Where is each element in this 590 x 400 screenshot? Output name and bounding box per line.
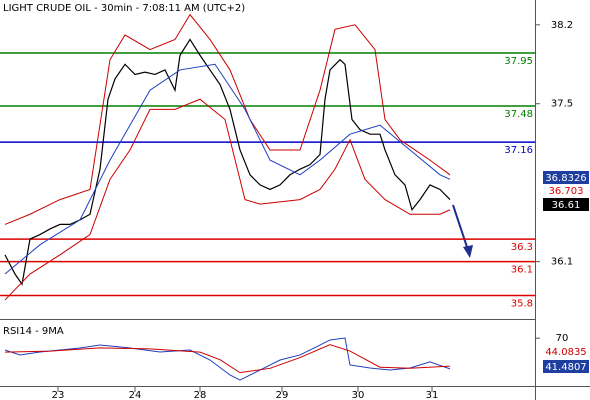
level-label: 37.48 bbox=[504, 109, 533, 120]
rsi-title: RSI14 - 9MA bbox=[3, 326, 64, 337]
y-tick-label: 37.5 bbox=[551, 99, 573, 110]
price-tag bbox=[543, 184, 589, 197]
series-line bbox=[4, 38, 451, 286]
price-tag bbox=[543, 171, 589, 184]
level-label: 36.3 bbox=[511, 242, 533, 253]
series-line bbox=[4, 337, 451, 381]
y-tick-label: 70 bbox=[556, 333, 569, 344]
x-tick-label: 24 bbox=[129, 390, 142, 400]
level-label: 37.16 bbox=[504, 145, 533, 156]
y-tick-label: 36.1 bbox=[551, 257, 573, 268]
series-line bbox=[4, 344, 451, 374]
series-line bbox=[4, 13, 451, 225]
forecast-arrow bbox=[452, 204, 473, 258]
price-tag-label: 36.703 bbox=[549, 186, 584, 197]
x-tick-label: 23 bbox=[52, 390, 65, 400]
x-tick-label: 31 bbox=[426, 390, 439, 400]
series-line bbox=[4, 98, 451, 301]
level-label: 36.1 bbox=[511, 265, 533, 276]
price-tag-label: 36.8326 bbox=[545, 173, 586, 184]
series-line bbox=[4, 63, 451, 275]
level-label: 35.8 bbox=[511, 298, 533, 309]
price-tag bbox=[543, 360, 589, 373]
price-tag-label: 36.61 bbox=[552, 200, 581, 211]
price-tag bbox=[543, 345, 589, 358]
x-tick-label: 29 bbox=[276, 390, 289, 400]
x-tick-label: 30 bbox=[352, 390, 365, 400]
y-tick-label: 38.2 bbox=[551, 20, 573, 31]
price-tag-label: 44.0835 bbox=[545, 347, 586, 358]
level-label: 37.95 bbox=[504, 56, 533, 67]
price-tag-label: 41.4807 bbox=[545, 362, 586, 373]
price-tag bbox=[543, 198, 589, 211]
x-tick-label: 28 bbox=[194, 390, 207, 400]
chart-title: LIGHT CRUDE OIL - 30min - 7:08:11 AM (UT… bbox=[3, 3, 245, 14]
